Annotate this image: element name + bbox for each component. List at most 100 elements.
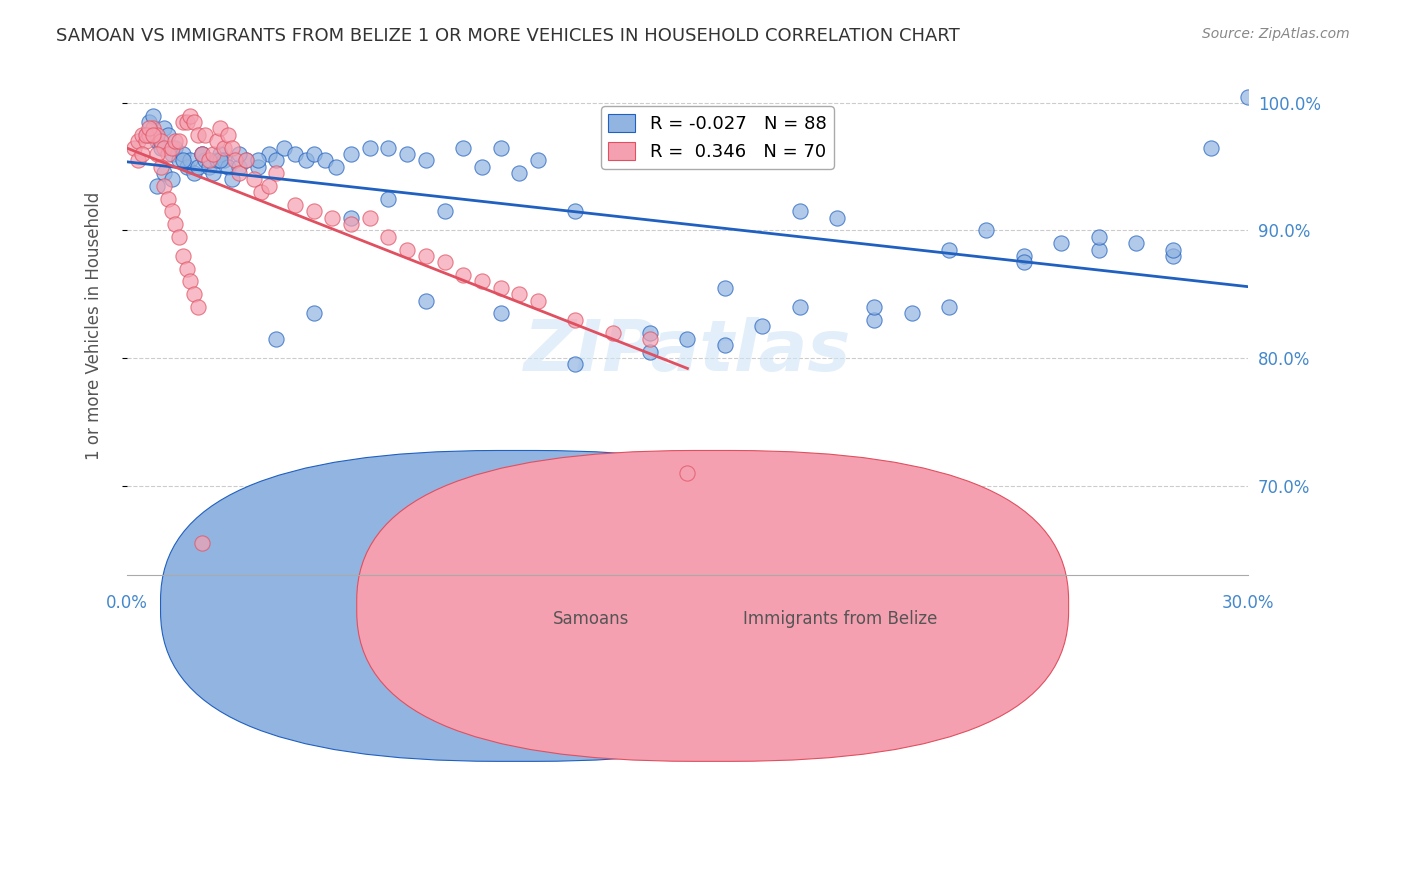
Point xyxy=(187,300,209,314)
Point xyxy=(863,312,886,326)
Point xyxy=(160,172,183,186)
Point xyxy=(1012,249,1035,263)
Point xyxy=(246,153,269,168)
Point xyxy=(160,147,183,161)
Point xyxy=(201,147,224,161)
Point xyxy=(863,300,886,314)
Point xyxy=(190,147,212,161)
Point xyxy=(153,140,176,154)
Point xyxy=(124,140,146,154)
Point xyxy=(359,140,381,154)
Point xyxy=(243,172,266,186)
Point xyxy=(302,204,325,219)
Point xyxy=(190,147,212,161)
Text: Samoans: Samoans xyxy=(553,609,630,628)
Point xyxy=(433,204,456,219)
FancyBboxPatch shape xyxy=(160,450,872,762)
Point xyxy=(172,153,194,168)
Point xyxy=(638,344,661,359)
Point xyxy=(167,230,190,244)
Point xyxy=(789,204,811,219)
Point xyxy=(1125,236,1147,251)
Point xyxy=(131,147,153,161)
Point xyxy=(172,249,194,263)
Point xyxy=(638,332,661,346)
Point xyxy=(209,121,232,136)
Point xyxy=(176,115,198,129)
Point xyxy=(1161,249,1184,263)
Point xyxy=(153,166,176,180)
Point xyxy=(340,211,363,225)
Point xyxy=(201,166,224,180)
Point xyxy=(266,166,288,180)
Point xyxy=(1237,89,1260,103)
Point xyxy=(527,293,550,308)
Point xyxy=(1161,243,1184,257)
Point xyxy=(235,153,257,168)
Point xyxy=(135,134,157,148)
Point xyxy=(415,293,437,308)
Point xyxy=(179,153,201,168)
Point xyxy=(194,128,217,142)
Text: ZIPatlas: ZIPatlas xyxy=(524,317,851,385)
Point xyxy=(266,332,288,346)
Point xyxy=(127,134,149,148)
Point xyxy=(190,536,212,550)
Point xyxy=(359,211,381,225)
Point xyxy=(266,153,288,168)
Point xyxy=(217,128,239,142)
Point xyxy=(976,223,998,237)
Point xyxy=(198,160,221,174)
Point xyxy=(156,147,179,161)
Point xyxy=(194,153,217,168)
Point xyxy=(167,153,190,168)
Point xyxy=(564,358,586,372)
Point xyxy=(714,281,737,295)
Point xyxy=(176,160,198,174)
Point xyxy=(938,300,960,314)
Point xyxy=(564,204,586,219)
Point xyxy=(295,153,318,168)
Point xyxy=(179,109,201,123)
Point xyxy=(1087,230,1109,244)
Point xyxy=(167,134,190,148)
Point xyxy=(187,160,209,174)
Point xyxy=(676,332,699,346)
Text: 30.0%: 30.0% xyxy=(1222,594,1274,612)
Point xyxy=(135,128,157,142)
Point xyxy=(209,147,232,161)
Point xyxy=(250,185,273,199)
Point xyxy=(217,160,239,174)
Point xyxy=(1087,243,1109,257)
Point xyxy=(205,153,228,168)
Point xyxy=(825,211,848,225)
Point xyxy=(165,217,187,231)
Point xyxy=(156,192,179,206)
Point xyxy=(900,306,922,320)
Point xyxy=(1012,255,1035,269)
Text: 0.0%: 0.0% xyxy=(105,594,148,612)
Point xyxy=(340,147,363,161)
Point xyxy=(789,300,811,314)
Point xyxy=(508,287,530,301)
Point xyxy=(1050,236,1073,251)
Point xyxy=(273,140,295,154)
Point xyxy=(209,153,232,168)
Point xyxy=(146,147,169,161)
Point xyxy=(146,178,169,193)
Point xyxy=(131,128,153,142)
Point xyxy=(221,172,243,186)
Point xyxy=(284,147,307,161)
Point xyxy=(228,147,250,161)
Point xyxy=(172,147,194,161)
Point xyxy=(138,121,160,136)
Point xyxy=(179,275,201,289)
Text: Immigrants from Belize: Immigrants from Belize xyxy=(744,609,938,628)
Point xyxy=(489,140,512,154)
Point xyxy=(183,115,205,129)
Point xyxy=(433,255,456,269)
Y-axis label: 1 or more Vehicles in Household: 1 or more Vehicles in Household xyxy=(86,192,103,460)
Point xyxy=(602,326,624,340)
Text: SAMOAN VS IMMIGRANTS FROM BELIZE 1 OR MORE VEHICLES IN HOUSEHOLD CORRELATION CHA: SAMOAN VS IMMIGRANTS FROM BELIZE 1 OR MO… xyxy=(56,27,960,45)
Point xyxy=(198,153,221,168)
